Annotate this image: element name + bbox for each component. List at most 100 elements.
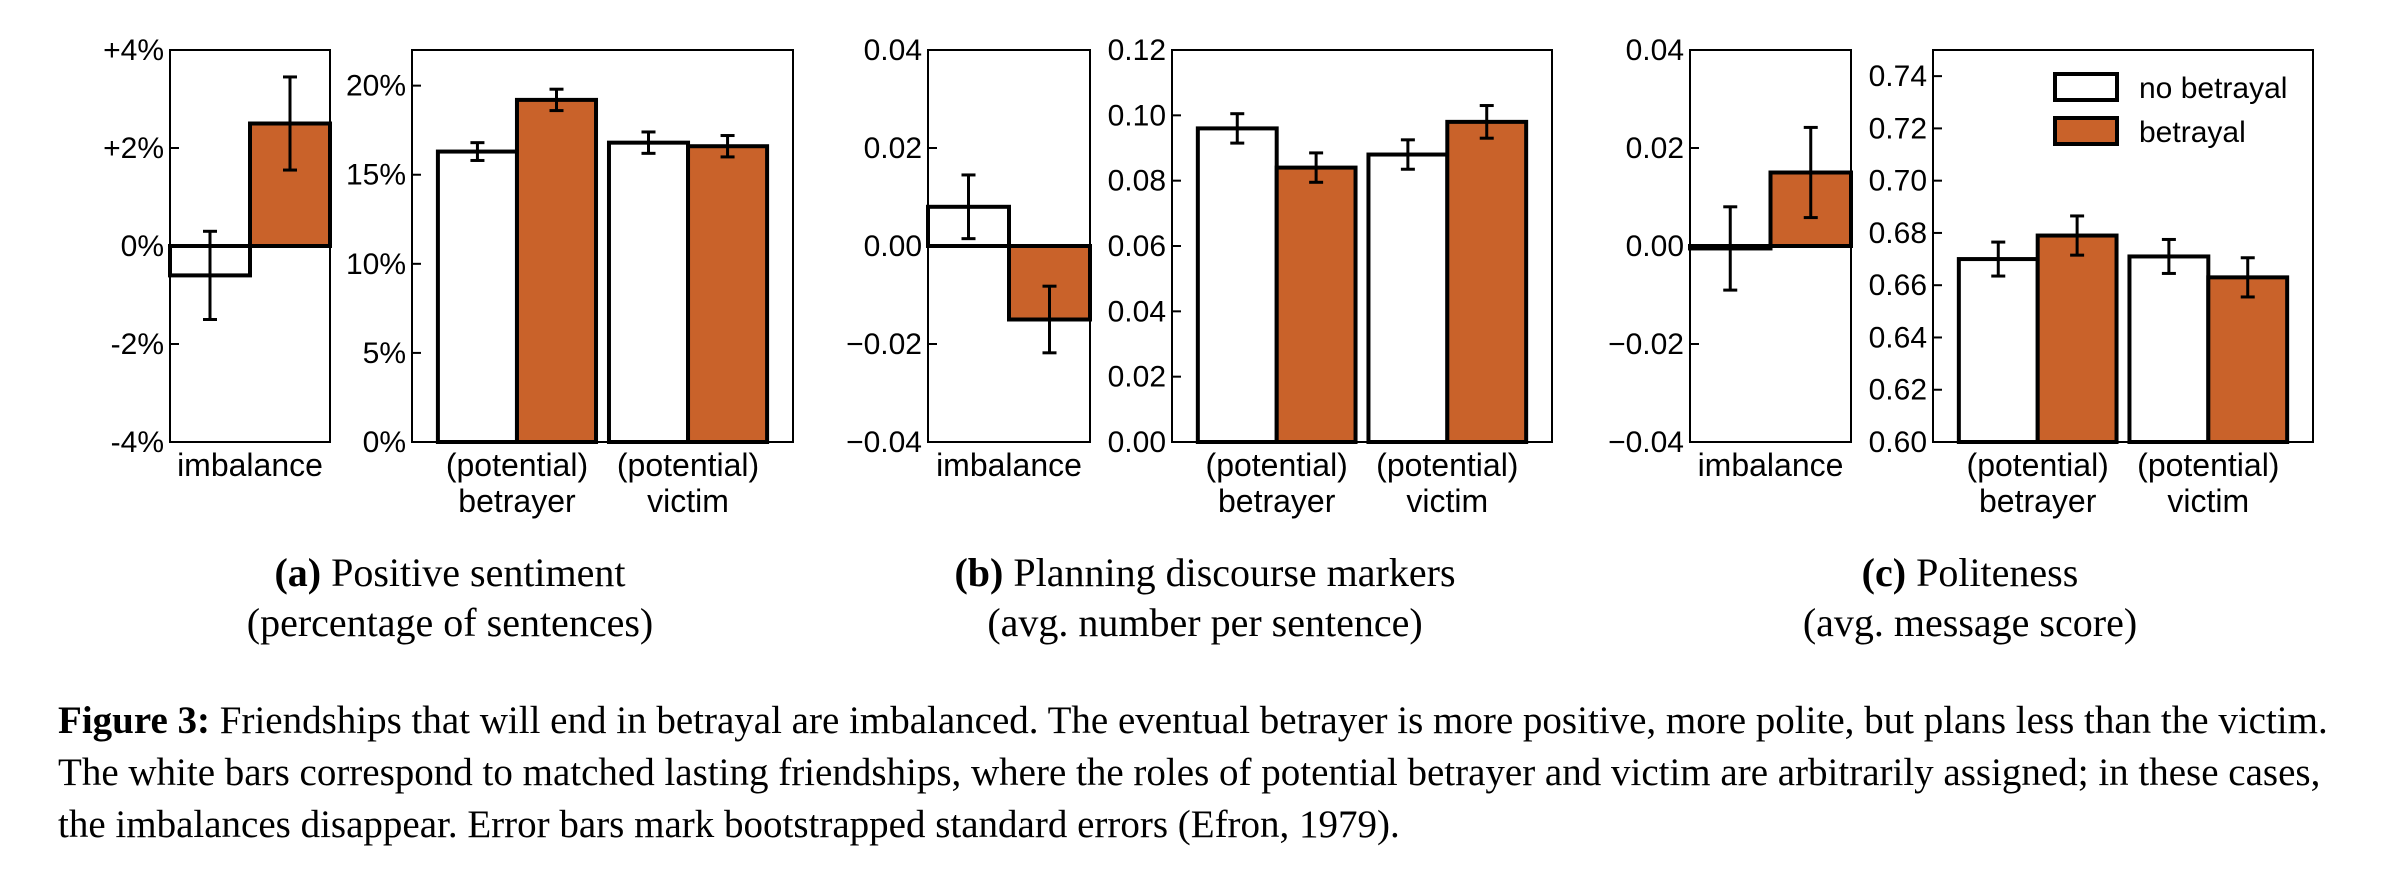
- roles-axes-frame: [411, 49, 794, 443]
- imbalance-x-label: imbalance: [936, 447, 1082, 483]
- roles-y-tick-label: 0.08: [1108, 165, 1166, 198]
- role-bar-no_betrayal: [1195, 126, 1279, 444]
- legend-swatch-betrayal: [2053, 116, 2119, 146]
- role-bar-betrayal: [1445, 119, 1529, 444]
- imbalance-y-tick-label: −0.04: [1608, 426, 1684, 459]
- imbalance-x-label: imbalance: [177, 447, 323, 483]
- role-error-bar-betrayal: [720, 134, 735, 159]
- subcaption-c: (c) Politeness (avg. message score): [1670, 548, 2270, 648]
- panel-a: -4%-2%0%+2%+4%imbalance (potential)betray…: [103, 34, 794, 519]
- role-error-bar-no_betrayal: [1400, 138, 1415, 171]
- imbalance-error-bar-no_betrayal: [961, 173, 976, 241]
- imbalance-plot: −0.04 −0.02 0.00 0.02 0.04 imbalance: [846, 34, 1092, 483]
- role-error-bar-no_betrayal: [641, 130, 656, 155]
- figure-caption: Figure 3: Friendships that will end in b…: [58, 695, 2358, 851]
- imbalance-y-tick-label: −0.02: [846, 328, 922, 361]
- roles-y-tick-label: 10%: [346, 248, 406, 281]
- imbalance-plot: -4% -2% 0% +2% +4% imbalance: [103, 34, 332, 483]
- role-bar-betrayal: [1274, 165, 1358, 444]
- roles-y-tick-label: 0%: [363, 426, 406, 459]
- subcaption-b-title: Planning discourse markers: [1013, 550, 1456, 595]
- imbalance-y-tick-label: 0%: [121, 230, 164, 263]
- subcaption-a-unit: (percentage of sentences): [246, 600, 654, 645]
- subcaption-a-title: Positive sentiment: [331, 550, 626, 595]
- roles-plot: (potential)betrayer(potential)victim0%5%…: [346, 49, 794, 519]
- role-bar-betrayal: [514, 97, 599, 445]
- roles-y-tick-label: 0.04: [1108, 295, 1166, 328]
- roles-plot: (potential)betrayer(potential)victim0.00…: [1108, 34, 1553, 519]
- roles-y-tick-label: 0.62: [1869, 374, 1927, 407]
- role-error-bar-betrayal: [1479, 104, 1494, 140]
- role-error-bar-betrayal: [549, 87, 564, 113]
- role-bar-no_betrayal: [606, 140, 691, 444]
- subcaption-c-title: Politeness: [1916, 550, 2079, 595]
- subcaption-b: (b) Planning discourse markers (avg. num…: [855, 548, 1555, 648]
- role-bar-no_betrayal: [435, 149, 519, 444]
- role-error-bar-no_betrayal: [1230, 112, 1245, 145]
- imbalance-y-tick-label: −0.04: [846, 426, 922, 459]
- imbalance-y-tick-label: 0.02: [864, 132, 922, 165]
- legend-swatch-no_betrayal: [2053, 72, 2119, 102]
- roles-y-tick-label: 0.64: [1869, 321, 1927, 354]
- role-bar-no_betrayal: [1366, 152, 1450, 445]
- roles-y-tick-label: 0.10: [1108, 99, 1166, 132]
- roles-y-tick-label: 0.12: [1108, 34, 1166, 67]
- role-bar-betrayal: [2035, 233, 2119, 444]
- imbalance-y-tick-label: +2%: [103, 132, 164, 165]
- role-bar-no_betrayal: [2127, 254, 2211, 444]
- legend: no betrayal betrayal: [2053, 72, 2287, 149]
- imbalance-plot: −0.04 −0.02 0.00 0.02 0.04 imbalance: [1608, 34, 1853, 483]
- roles-y-tick-label: 0.02: [1108, 361, 1166, 394]
- imbalance-error-bar-no_betrayal: [203, 229, 217, 321]
- legend-label-no_betrayal: no betrayal: [2139, 72, 2287, 105]
- subcaption-a: (a) Positive sentiment (percentage of se…: [150, 548, 750, 648]
- roles-y-tick-label: 0.60: [1869, 426, 1927, 459]
- legend-label-betrayal: betrayal: [2139, 116, 2246, 149]
- panel-c: −0.04 −0.02 0.00 0.02 0.04 imbalance (potentia…: [1608, 34, 2314, 519]
- imbalance-y-tick-label: -2%: [111, 328, 164, 361]
- roles-y-tick-label: 0.68: [1869, 217, 1927, 250]
- role-error-bar-no_betrayal: [2161, 237, 2176, 275]
- role-category-label: victim: [2167, 483, 2249, 519]
- roles-y-tick-label: 0.74: [1869, 60, 1927, 93]
- role-category-label: (potential): [1376, 447, 1518, 483]
- roles-y-tick-label: 20%: [346, 70, 406, 103]
- role-category-label: (potential): [1967, 447, 2109, 483]
- imbalance-y-tick-label: 0.04: [864, 34, 922, 67]
- role-category-label: (potential): [617, 447, 759, 483]
- subcaption-a-letter: (a): [274, 550, 322, 595]
- roles-plot: (potential)betrayer(potential)victim0.60…: [1869, 49, 2314, 519]
- roles-y-tick-label: 0.06: [1108, 230, 1166, 263]
- imbalance-error-bar-betrayal: [1803, 125, 1818, 220]
- roles-y-tick-label: 0.70: [1869, 165, 1927, 198]
- imbalance-error-bar-no_betrayal: [1723, 205, 1738, 292]
- role-error-bar-no_betrayal: [470, 141, 485, 162]
- roles-y-tick-label: 0.72: [1869, 112, 1927, 145]
- imbalance-y-tick-label: -4%: [111, 426, 164, 459]
- panel-b: −0.04 −0.02 0.00 0.02 0.04 imbalance (potentia…: [846, 34, 1553, 519]
- roles-y-tick-label: 15%: [346, 159, 406, 192]
- subcaption-c-unit: (avg. message score): [1802, 600, 2138, 645]
- subcaption-c-letter: (c): [1861, 550, 1907, 595]
- role-category-label: (potential): [2137, 447, 2279, 483]
- role-category-label: victim: [647, 483, 729, 519]
- imbalance-y-tick-label: +4%: [103, 34, 164, 67]
- role-category-label: betrayer: [458, 483, 576, 519]
- subcaption-b-unit: (avg. number per sentence): [987, 600, 1423, 645]
- role-error-bar-betrayal: [1309, 151, 1324, 184]
- imbalance-error-bar-betrayal: [1042, 284, 1057, 355]
- caption-text: Friendships that will end in betrayal ar…: [58, 699, 2328, 846]
- imbalance-x-label: imbalance: [1698, 447, 1844, 483]
- role-category-label: victim: [1406, 483, 1488, 519]
- role-bar-betrayal: [686, 144, 770, 445]
- role-category-label: betrayer: [1218, 483, 1336, 519]
- imbalance-error-bar-betrayal: [283, 75, 297, 172]
- roles-y-tick-label: 5%: [363, 337, 406, 370]
- role-category-label: (potential): [446, 447, 588, 483]
- imbalance-y-tick-label: 0.00: [864, 230, 922, 263]
- imbalance-y-tick-label: 0.02: [1626, 132, 1684, 165]
- roles-axes-frame: [1932, 49, 2314, 443]
- imbalance-y-tick-label: 0.04: [1626, 34, 1684, 67]
- figure-3: -4%-2%0%+2%+4%imbalance (potential)betray…: [103, 34, 2314, 519]
- roles-y-tick-label: 0.00: [1108, 426, 1166, 459]
